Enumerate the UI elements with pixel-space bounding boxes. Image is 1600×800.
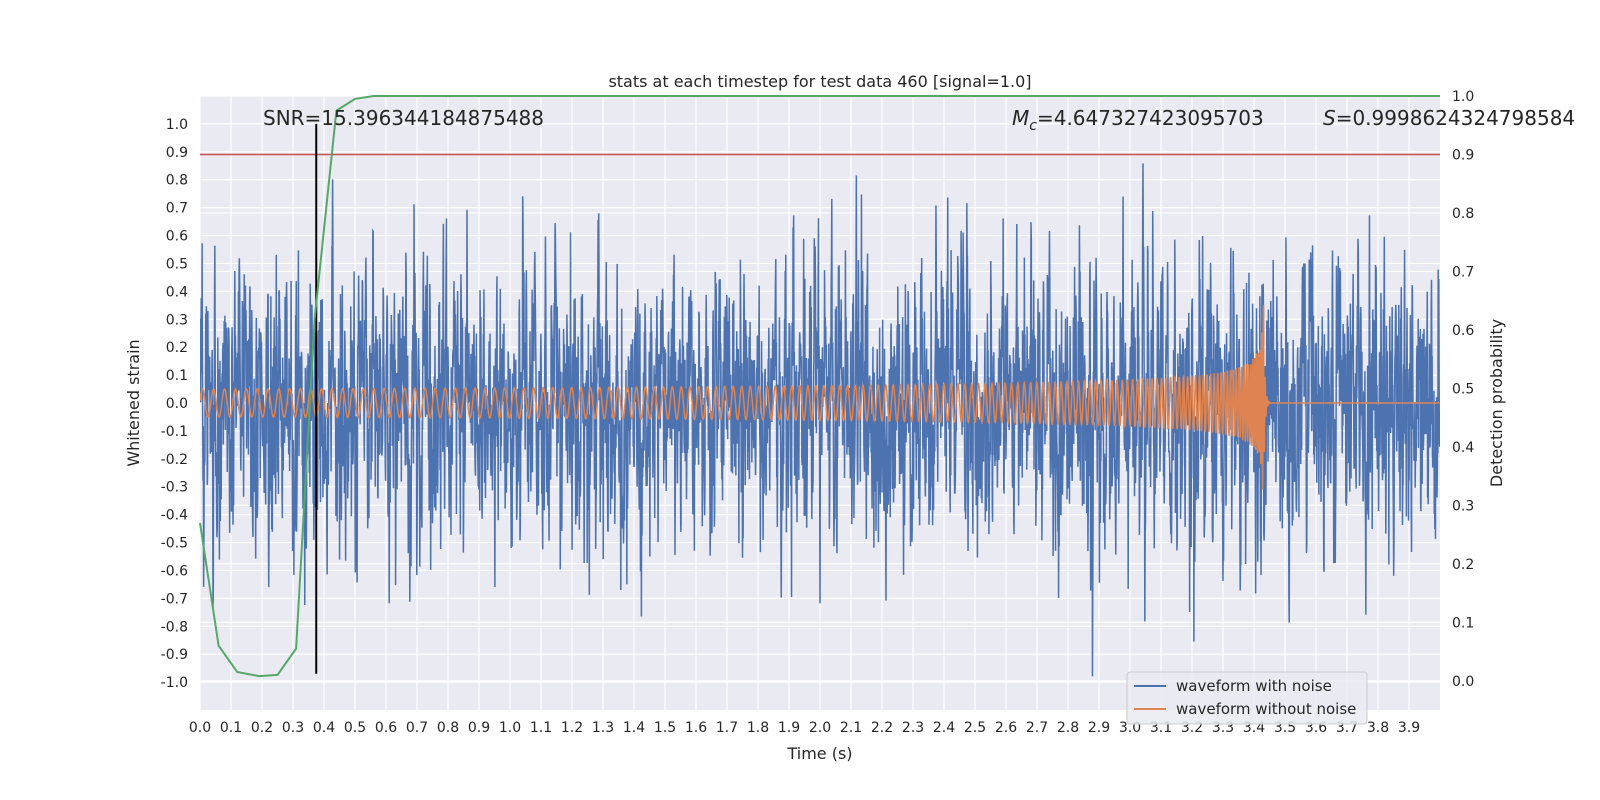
x-tick-label: 1.7 (716, 720, 738, 736)
x-tick-label: 2.7 (1026, 720, 1048, 736)
y2-tick-label: 0.0 (1452, 674, 1474, 690)
y2-tick-label: 0.6 (1452, 323, 1474, 339)
y2-tick-label: 0.1 (1452, 615, 1474, 631)
y-tick-label: -0.7 (161, 591, 188, 607)
y-tick-label: 1.0 (166, 117, 188, 133)
y-tick-label: 0.6 (166, 229, 188, 245)
x-tick-label: 1.2 (561, 720, 583, 736)
x-tick-label: 2.8 (1057, 720, 1079, 736)
x-tick-label: 0.7 (406, 720, 428, 736)
y-tick-label: -0.3 (161, 480, 188, 496)
detection-probability-line (199, 95, 1440, 678)
x-tick-label: 2.1 (840, 720, 862, 736)
y-tick-label: -0.9 (161, 647, 188, 663)
y-tick-label: 0.3 (166, 312, 188, 328)
x-axis-label: Time (s) (786, 744, 852, 763)
x-tick-label: 2.9 (1088, 720, 1110, 736)
x-tick-label: 0.9 (468, 720, 490, 736)
x-tick-label: 1.4 (623, 720, 645, 736)
x-tick-label: 0.8 (437, 720, 459, 736)
chart-title: stats at each timestep for test data 460… (608, 72, 1031, 91)
x-tick-label: 0.0 (189, 720, 211, 736)
x-tick-label: 2.2 (871, 720, 893, 736)
x-tick-label: 1.9 (778, 720, 800, 736)
x-tick-label: 0.5 (344, 720, 366, 736)
snr-annotation: SNR=15.396344184875488 (263, 106, 544, 130)
y-tick-label: -0.8 (161, 619, 188, 635)
x-tick-label: 1.3 (592, 720, 614, 736)
y-tick-label: -0.6 (161, 563, 188, 579)
x-tick-label: 2.5 (964, 720, 986, 736)
legend-label-noise: waveform with noise (1176, 677, 1332, 695)
waveform-without-noise-line (200, 304, 1440, 490)
y-tick-label: 0.9 (166, 145, 188, 161)
s-symbol: S (1323, 106, 1336, 130)
y2-axis-label: Detection probability (1487, 319, 1506, 487)
y-tick-label: -0.4 (161, 508, 188, 524)
y2-tick-label: 0.2 (1452, 557, 1474, 573)
x-tick-label: 0.4 (313, 720, 335, 736)
x-tick-label: 0.2 (251, 720, 273, 736)
x-tick-label: 2.6 (995, 720, 1017, 736)
y2-tick-label: 0.3 (1452, 498, 1474, 514)
y-tick-label: 0.4 (166, 284, 188, 300)
y-tick-label: 0.1 (166, 368, 188, 384)
x-tick-label: 1.0 (499, 720, 521, 736)
y2-tick-label: 0.5 (1452, 381, 1474, 397)
legend-label-clean: waveform without noise (1176, 700, 1356, 718)
y-tick-label: 0.5 (166, 256, 188, 272)
y-tick-label: -0.2 (161, 452, 188, 468)
x-tick-label: 2.4 (933, 720, 955, 736)
y-tick-label: 0.8 (166, 173, 188, 189)
chirp-mass-value: =4.647327423095703 (1037, 106, 1264, 130)
x-tick-label: 1.8 (747, 720, 769, 736)
y-axis-label: Whitened strain (124, 339, 143, 466)
y-tick-label: 0.7 (166, 201, 188, 217)
y2-tick-label: 1.0 (1452, 89, 1474, 105)
x-tick-label: 1.5 (654, 720, 676, 736)
y-tick-label: -1.0 (161, 675, 188, 691)
y-tick-label: 0.0 (166, 396, 188, 412)
x-tick-label: 2.3 (902, 720, 924, 736)
y2-tick-label: 0.7 (1452, 264, 1474, 280)
x-tick-label: 3.9 (1398, 720, 1420, 736)
x-tick-label: 1.6 (685, 720, 707, 736)
chirp-mass-annotation: Mc=4.647327423095703 (1012, 106, 1264, 134)
y2-tick-label: 0.8 (1452, 206, 1474, 222)
y2-tick-labels: 0.0 0.1 0.2 0.3 0.4 0.5 0.6 0.7 0.8 0.9 1.0 (1452, 89, 1474, 690)
legend-box (1126, 671, 1368, 725)
chirp-mass-subscript: c (1029, 118, 1037, 134)
y2-tick-label: 0.9 (1452, 147, 1474, 163)
legend: waveform with noise waveform without noi… (1126, 671, 1368, 725)
x-tick-label: 0.6 (375, 720, 397, 736)
y2-tick-label: 0.4 (1452, 440, 1474, 456)
y-tick-label: 0.2 (166, 340, 188, 356)
y-tick-labels: -1.0 -0.9 -0.8 -0.7 -0.6 -0.5 -0.4 -0.3 -0.2 -0.1… (161, 117, 188, 691)
x-tick-label: 2.0 (809, 720, 831, 736)
s-annotation: S=0.9998624324798584 (1323, 106, 1575, 130)
y-tick-label: -0.1 (161, 424, 188, 440)
s-value: =0.9998624324798584 (1336, 106, 1575, 130)
chirp-mass-symbol: M (1012, 106, 1029, 130)
x-tick-label: 1.1 (530, 720, 552, 736)
y-tick-label: -0.5 (161, 536, 188, 552)
x-tick-label: 0.3 (282, 720, 304, 736)
x-tick-label: 3.8 (1367, 720, 1389, 736)
x-tick-label: 0.1 (220, 720, 242, 736)
